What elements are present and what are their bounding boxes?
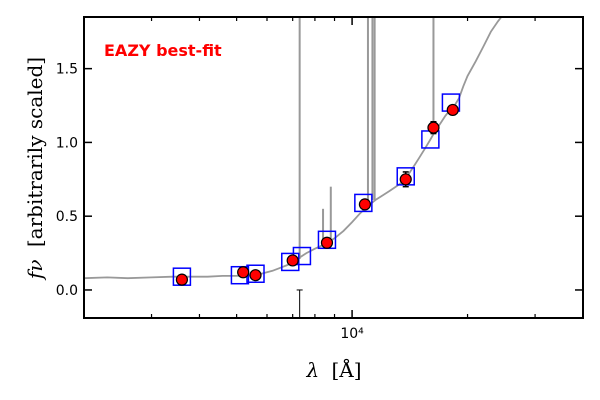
annotation-label: EAZY best-fit: [104, 41, 222, 60]
model-photometry-box: [354, 193, 373, 213]
observed-point: [237, 266, 250, 279]
y-tick-label: 1.5: [56, 62, 78, 78]
y-tick-label: 0.0: [56, 283, 78, 299]
x-axis-title: λ [Å]: [305, 357, 361, 382]
y-axis-symbol: fν: [23, 260, 47, 282]
observed-point: [286, 254, 299, 267]
y-tick-label: 0.5: [56, 209, 78, 225]
x-tick-label: 10⁴: [340, 326, 364, 342]
svg-text:fν [arbitrarily scaled]: fν [arbitrarily scaled]: [23, 57, 47, 281]
svg-text:λ [Å]: λ [Å]: [305, 357, 361, 382]
model-photometry-box: [281, 252, 300, 272]
y-axis-title: fν [arbitrarily scaled]: [23, 57, 47, 281]
observed-point: [399, 173, 412, 186]
y-axis-text: [arbitrarily scaled]: [23, 57, 47, 247]
observed-point: [320, 236, 334, 249]
axes-frame: [83, 16, 584, 319]
plot-area: [84, 17, 503, 318]
observed-point: [358, 198, 372, 211]
x-axis-symbol: λ: [305, 358, 319, 382]
x-axis-unit: [Å]: [331, 357, 361, 382]
plot-clip-group: [84, 17, 503, 318]
observed-point: [446, 103, 459, 117]
observed-point: [427, 121, 440, 134]
y-tick-label: 1.0: [56, 135, 78, 151]
axes: 0.0 0.5 1.0 1.5 10⁴: [56, 16, 584, 342]
observed-point: [249, 269, 262, 282]
observed-point: [175, 273, 189, 286]
